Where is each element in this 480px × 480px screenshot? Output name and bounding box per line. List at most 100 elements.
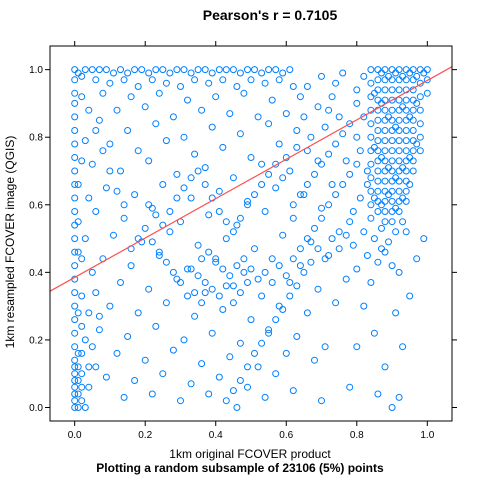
data-point xyxy=(74,309,82,317)
data-point xyxy=(74,390,82,398)
data-point xyxy=(321,343,329,351)
data-point xyxy=(117,279,124,286)
data-point xyxy=(374,96,382,104)
data-point xyxy=(131,377,139,384)
data-point xyxy=(229,299,237,307)
data-point xyxy=(201,289,209,297)
data-point xyxy=(173,275,181,283)
data-point xyxy=(374,208,382,215)
data-point xyxy=(124,69,132,77)
data-point xyxy=(254,275,262,283)
data-point xyxy=(286,167,294,175)
data-point xyxy=(268,279,276,286)
data-point xyxy=(318,204,325,212)
data-point xyxy=(71,363,79,371)
data-point xyxy=(148,390,156,398)
data-point xyxy=(268,255,276,263)
data-point xyxy=(208,69,216,77)
data-point xyxy=(215,187,223,195)
data-point xyxy=(110,69,117,77)
data-point xyxy=(367,66,375,74)
data-point xyxy=(381,116,389,124)
data-point xyxy=(307,258,315,266)
data-point xyxy=(92,127,100,134)
data-point xyxy=(159,66,167,74)
data-point xyxy=(289,387,297,395)
x-tick-label: 0.0 xyxy=(68,430,82,441)
data-point xyxy=(194,272,202,280)
data-point xyxy=(378,154,385,161)
data-point xyxy=(409,66,417,74)
data-point xyxy=(378,201,385,209)
data-point xyxy=(244,383,251,391)
data-point xyxy=(180,66,188,74)
data-point xyxy=(145,201,153,209)
data-point xyxy=(367,174,375,182)
data-point xyxy=(71,329,79,337)
data-point xyxy=(233,262,241,270)
data-point xyxy=(219,306,227,313)
data-point xyxy=(261,268,269,276)
data-point xyxy=(388,177,396,185)
data-point xyxy=(423,89,431,97)
data-point xyxy=(303,309,311,317)
data-point xyxy=(370,235,378,243)
data-point xyxy=(282,349,290,357)
data-point xyxy=(416,133,424,141)
data-point xyxy=(99,147,107,155)
data-point xyxy=(395,268,403,276)
data-point xyxy=(138,66,146,74)
data-point xyxy=(71,235,79,243)
data-point xyxy=(198,255,206,263)
data-point xyxy=(145,157,153,165)
data-point xyxy=(254,113,262,121)
data-point xyxy=(353,265,361,273)
y-tick-label: 0.6 xyxy=(29,200,43,211)
data-point xyxy=(233,221,241,229)
data-point xyxy=(381,218,389,226)
data-point xyxy=(71,343,79,351)
data-point xyxy=(71,89,79,97)
data-point xyxy=(392,69,400,77)
data-point xyxy=(92,363,100,371)
data-point xyxy=(381,197,389,205)
data-point xyxy=(388,187,396,195)
data-point xyxy=(399,103,407,111)
data-point xyxy=(78,292,86,300)
data-point xyxy=(399,343,407,351)
data-point xyxy=(332,191,340,199)
data-point xyxy=(303,83,311,90)
data-point xyxy=(265,66,273,74)
data-point xyxy=(219,143,227,151)
data-point xyxy=(141,356,149,364)
data-point xyxy=(409,96,417,104)
data-point xyxy=(325,252,333,259)
data-point xyxy=(244,279,251,286)
data-point xyxy=(113,187,121,195)
data-point xyxy=(222,282,230,290)
data-point xyxy=(349,208,357,215)
data-point xyxy=(247,76,255,84)
data-point xyxy=(293,333,301,340)
data-point xyxy=(346,170,354,178)
data-point xyxy=(289,83,297,90)
data-point xyxy=(413,255,421,263)
data-point xyxy=(300,191,308,199)
data-point xyxy=(311,356,318,364)
data-point xyxy=(212,93,220,101)
data-point xyxy=(311,170,318,178)
data-point xyxy=(286,66,294,74)
data-point xyxy=(71,370,79,378)
data-point xyxy=(205,390,213,398)
data-point xyxy=(402,197,410,205)
data-point xyxy=(388,157,396,165)
data-point xyxy=(236,377,244,384)
data-point xyxy=(392,204,400,212)
data-point xyxy=(141,224,149,232)
data-point xyxy=(388,86,396,94)
data-point xyxy=(402,167,410,175)
data-point xyxy=(374,147,382,155)
data-point xyxy=(360,302,368,310)
data-point xyxy=(367,79,375,87)
data-point xyxy=(201,164,209,172)
